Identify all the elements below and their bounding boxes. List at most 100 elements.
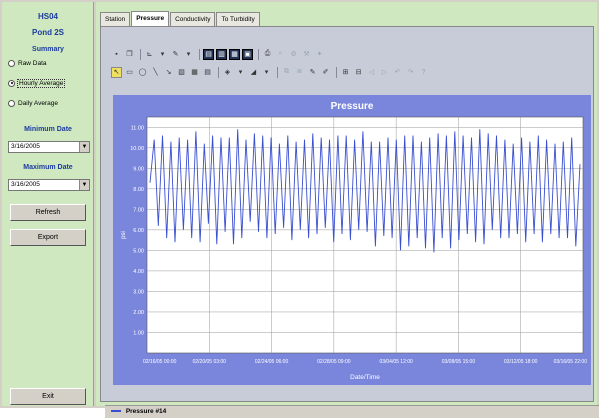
wand-icon[interactable]: ✦ <box>316 51 323 58</box>
tab-station[interactable]: Station <box>100 12 131 26</box>
exit-button[interactable]: Exit <box>10 388 86 405</box>
export-button[interactable]: Export <box>10 229 86 246</box>
ellipse-icon[interactable]: ◯ <box>138 69 147 76</box>
arrow-icon[interactable]: ↘ <box>165 69 172 76</box>
chart-svg: Pressure 1.00 2.00 3.00 4.00 5.00 6.00 7.00 8.0… <box>121 101 587 381</box>
refresh-button[interactable]: Refresh <box>10 204 86 221</box>
chevron-down-icon[interactable]: ▾ <box>264 69 269 76</box>
chevron-down-icon[interactable]: ▾ <box>186 51 191 58</box>
y-tick-label: 11.00 <box>131 125 144 131</box>
rectangle-icon[interactable]: ▭ <box>126 69 133 76</box>
line-icon[interactable]: ╲ <box>153 69 158 76</box>
x-tick-label: 02/20/05 03:00 <box>193 359 227 365</box>
ungroup-icon[interactable]: ⊟ <box>355 69 362 76</box>
edit-points-icon[interactable]: ✐ <box>322 69 329 76</box>
toolbar-separator <box>277 66 278 78</box>
pointer-icon[interactable]: ↖ <box>111 66 122 78</box>
tab-conductivity[interactable]: Conductivity <box>170 12 216 26</box>
main-area: Station Pressure Conductivity To Turbidi… <box>96 2 599 418</box>
chevron-down-icon[interactable]: ▾ <box>160 51 165 58</box>
radio-daily-average[interactable]: Daily Average <box>8 97 58 109</box>
chevron-down-icon[interactable]: ▼ <box>79 142 89 152</box>
max-date-label: Maximum Date <box>23 164 73 171</box>
min-date-value: 3/16/2005 <box>11 143 40 150</box>
chevron-down-icon[interactable]: ▾ <box>238 69 243 76</box>
edit-icon[interactable]: ✎ <box>309 69 316 76</box>
view-3d-icon[interactable]: ▤ <box>203 48 214 60</box>
picture-icon[interactable]: ▧ <box>178 69 185 76</box>
line-color-icon[interactable]: ◢ <box>250 69 257 76</box>
sidebar: HS04 Pond 2S Summary Raw Data Hourly Ave… <box>2 2 94 406</box>
copy-icon[interactable]: ❐ <box>126 51 133 58</box>
group-icon[interactable]: ⊞ <box>342 69 349 76</box>
tools-icon[interactable]: ⚒ <box>303 51 310 58</box>
grid-icon[interactable]: ▦ <box>229 48 240 60</box>
chart-toolbar-bottom: ↖ ▭ ◯ ╲ ↘ ▧ ▦ ▤ ◈ ▾ ◢ ▾ ⧉ ⧈ ✎ ✐ ⊞ ⊟ <box>111 65 431 79</box>
radio-raw-data[interactable]: Raw Data <box>8 57 47 69</box>
chart-panel: ▪ ❐ ⊾ ▾ ✎ ▾ ▤ ▥ ▦ ▣ ⎙ ⌕ ⚙ ⚒ ✦ ↖ <box>100 26 599 418</box>
y-tick-label: 10.00 <box>130 146 144 152</box>
text-box-icon[interactable]: ▤ <box>204 69 211 76</box>
legend-swatch <box>111 410 121 413</box>
tab-pressure[interactable]: Pressure <box>131 11 170 27</box>
y-axis-label: psi <box>121 231 127 239</box>
x-tick-label: 03/16/05 22:00 <box>554 359 588 365</box>
legend-icon[interactable]: ▣ <box>242 48 253 60</box>
y-tick-label: 6.00 <box>133 228 144 234</box>
print-icon[interactable]: ⎙ <box>264 50 271 57</box>
x-tick-label: 02/24/05 06:00 <box>255 359 289 365</box>
max-date-value: 3/16/2005 <box>11 181 40 188</box>
y-tick-label: 7.00 <box>133 207 144 213</box>
station-label: HS04 <box>37 12 58 21</box>
series-line-pressure <box>149 129 581 253</box>
y-tick-label: 3.00 <box>133 289 144 295</box>
fill-color-icon[interactable]: ◈ <box>224 69 231 76</box>
zoom-icon[interactable]: ⌕ <box>278 50 283 57</box>
x-tick-label: 03/12/05 18:00 <box>504 359 538 365</box>
y-tick-label: 2.00 <box>133 310 144 316</box>
radio-button[interactable] <box>8 99 15 107</box>
send-back-icon[interactable]: ⧈ <box>297 68 302 75</box>
chart-title: Pressure <box>331 101 374 112</box>
tab-bar: Station Pressure Conductivity To Turbidi… <box>100 11 261 27</box>
location-label: Pond 2S <box>31 28 64 37</box>
min-date-picker[interactable]: 3/16/2005 ▼ <box>8 141 90 153</box>
max-date-picker[interactable]: 3/16/2005 ▼ <box>8 179 90 191</box>
toolbar-separator <box>140 48 141 60</box>
min-date-label: Minimum Date <box>24 126 72 133</box>
toolbar-separator <box>336 66 337 78</box>
toolbar-separator <box>258 48 259 60</box>
chart-toolbar-top: ▪ ❐ ⊾ ▾ ✎ ▾ ▤ ▥ ▦ ▣ ⎙ ⌕ ⚙ ⚒ ✦ <box>111 47 327 61</box>
chart-type-icon[interactable]: ⊾ <box>146 51 153 58</box>
align-left-icon[interactable]: ◁ <box>368 69 375 76</box>
radio-label: Daily Average <box>18 99 58 107</box>
x-tick-label: 02/28/05 09:00 <box>317 359 351 365</box>
table-icon[interactable]: ▦ <box>191 69 198 76</box>
pressure-chart: Pressure 1.00 2.00 3.00 4.00 5.00 6.00 7.00 8.0… <box>113 95 591 385</box>
save-icon[interactable]: ▪ <box>115 50 118 58</box>
radio-button[interactable] <box>8 59 15 67</box>
bring-front-icon[interactable]: ⧉ <box>284 68 289 75</box>
chevron-down-icon[interactable]: ▼ <box>79 180 89 190</box>
summary-heading: Summary <box>32 46 64 53</box>
gallery-icon[interactable]: ✎ <box>172 51 179 58</box>
radio-label: Hourly Average <box>16 78 66 88</box>
y-tick-label: 4.00 <box>133 269 144 275</box>
plot-area <box>146 116 584 354</box>
properties-icon[interactable]: ⚙ <box>290 51 297 58</box>
tab-turbidity[interactable]: To Turbidity <box>216 12 260 26</box>
align-right-icon[interactable]: ▷ <box>381 69 388 76</box>
x-tick-label: 03/08/05 15:00 <box>442 359 476 365</box>
radio-hourly-average[interactable]: Hourly Average <box>8 77 66 89</box>
redo-icon[interactable]: ↷ <box>407 69 414 76</box>
x-tick-label: 02/16/05 00:00 <box>143 359 177 365</box>
rotate-icon[interactable]: ▥ <box>216 48 227 60</box>
undo-icon[interactable]: ↶ <box>394 69 401 76</box>
x-axis-ticks: 02/16/05 00:00 02/20/05 03:00 02/24/05 06:… <box>143 359 587 365</box>
x-axis-label: Date/Time <box>350 374 380 381</box>
y-tick-label: 1.00 <box>133 330 144 336</box>
help-icon[interactable]: ? <box>421 68 426 76</box>
radio-button[interactable] <box>8 79 15 87</box>
radio-label: Raw Data <box>18 59 47 67</box>
